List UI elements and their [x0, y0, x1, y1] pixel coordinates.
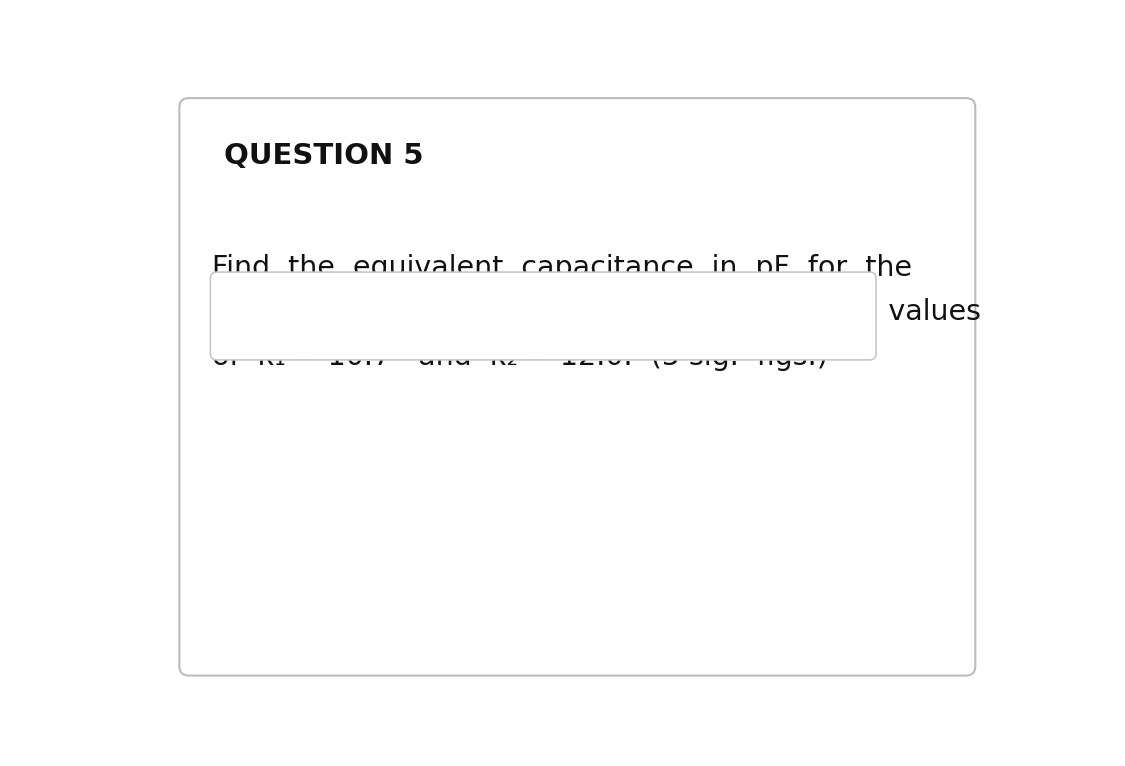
- FancyBboxPatch shape: [179, 98, 975, 676]
- Text: QUESTION 5: QUESTION 5: [224, 142, 423, 170]
- Text: dielectric  capacitor  of  problem  25.49  using  values: dielectric capacitor of problem 25.49 us…: [212, 298, 981, 326]
- FancyBboxPatch shape: [210, 272, 876, 360]
- Text: Find  the  equivalent  capacitance  in  pF  for  the: Find the equivalent capacitance in pF fo…: [212, 254, 912, 282]
- Text: of  κ₁ = 10.7   and  κ₂ = 12.0.  (5 sig.  figs.): of κ₁ = 10.7 and κ₂ = 12.0. (5 sig. figs…: [212, 343, 828, 371]
